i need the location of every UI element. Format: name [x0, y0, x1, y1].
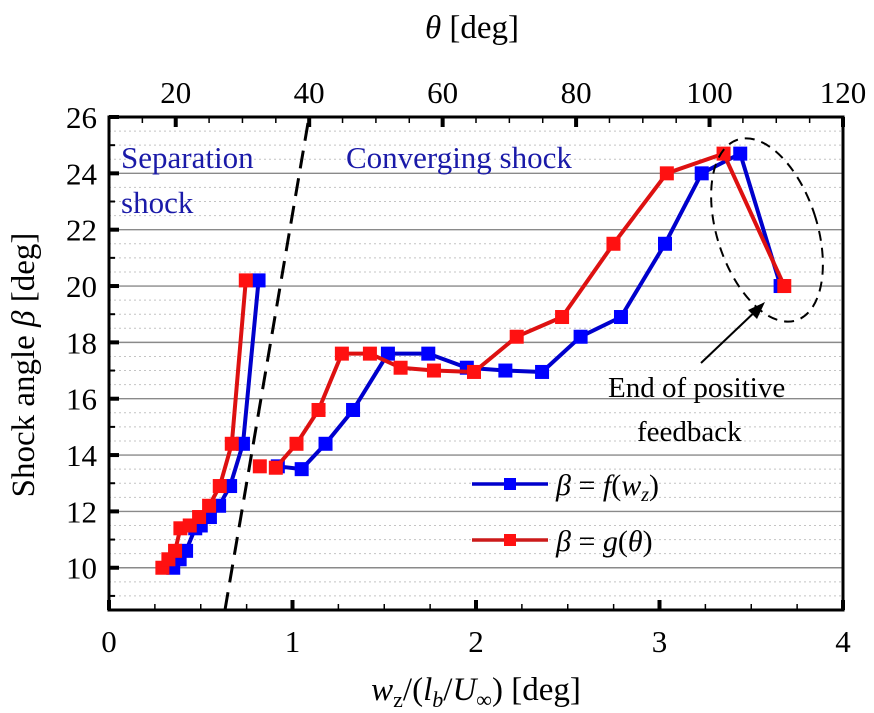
data-point: [498, 363, 513, 378]
data-point: [466, 364, 481, 379]
data-point: [380, 346, 395, 361]
y-tick-label: 14: [66, 438, 98, 473]
data-point: [659, 166, 674, 181]
legend-label-f: β = f(wz): [555, 469, 659, 506]
x2-tick-label: 120: [820, 75, 867, 110]
legend-item-g: β = g(θ): [472, 525, 653, 558]
annotation-end-of-positive: End of positive: [608, 372, 785, 404]
data-point: [168, 543, 183, 558]
legend: β = f(wz) β = g(θ): [472, 469, 659, 558]
x-tick-label: 3: [652, 624, 668, 659]
y-tick-label: 26: [66, 100, 97, 135]
data-point: [294, 462, 309, 477]
legend-marker-g: [504, 534, 516, 546]
y-axis-title: Shock angle β [deg]: [6, 233, 42, 498]
data-point: [202, 510, 217, 525]
series-layer: [155, 146, 792, 575]
data-point: [426, 363, 441, 378]
series-f: [166, 146, 788, 575]
data-point: [573, 329, 588, 344]
data-point: [777, 279, 792, 294]
data-point: [421, 346, 436, 361]
legend-label-g: β = g(θ): [555, 525, 653, 558]
data-point: [318, 436, 333, 451]
series-g: [155, 146, 792, 575]
arrow-head-icon: [748, 302, 765, 319]
data-point: [235, 436, 250, 451]
data-point: [393, 360, 408, 375]
annotation-feedback: feedback: [637, 416, 742, 448]
data-point: [535, 364, 550, 379]
data-point: [238, 273, 253, 288]
data-point: [658, 236, 673, 251]
data-point: [509, 329, 524, 344]
data-point: [733, 146, 748, 161]
plot-frame: [107, 115, 845, 612]
data-point: [212, 479, 227, 494]
highlight-ellipse: [710, 137, 824, 323]
data-point: [346, 402, 361, 417]
grid: [109, 130, 843, 597]
data-point: [179, 543, 194, 558]
y-tick-label: 24: [66, 156, 98, 191]
annotation-separation-shock: shock: [121, 185, 194, 220]
data-point: [192, 510, 207, 525]
data-point: [613, 310, 628, 325]
x2-tick-label: 100: [686, 75, 733, 110]
data-point: [202, 498, 217, 513]
data-point: [224, 436, 239, 451]
y-tick-label: 10: [66, 551, 97, 586]
data-point: [555, 310, 570, 325]
data-point: [694, 166, 709, 181]
y-tick-label: 16: [66, 382, 97, 417]
data-point: [252, 459, 267, 474]
x-axis-title: wz/(lb/U∞) [deg]: [371, 672, 581, 712]
top-axis-title-unit: [deg]: [441, 10, 519, 46]
data-point: [268, 460, 283, 475]
annotation-converging-shock: Converging shock: [346, 140, 572, 175]
x-tick-label: 4: [835, 624, 851, 659]
y-tick-label: 18: [66, 325, 97, 360]
y-tick-label: 12: [66, 494, 97, 529]
y-tick-label: 20: [66, 269, 97, 304]
y-tick-label: 22: [66, 213, 97, 248]
data-point: [289, 436, 304, 451]
data-point: [251, 273, 266, 288]
data-point: [362, 346, 377, 361]
legend-marker-f: [504, 478, 516, 490]
annotation-arrow: [700, 302, 765, 364]
data-point: [334, 346, 349, 361]
data-point: [311, 402, 326, 417]
series-line: [274, 151, 787, 470]
legend-item-f: β = f(wz): [472, 469, 659, 506]
plot-border: [107, 115, 845, 612]
x-tick-label: 0: [101, 624, 117, 659]
top-axis-title: θ [deg]: [425, 10, 519, 46]
x-tick-label: 1: [285, 624, 301, 659]
annotation-separation: Separation: [121, 140, 254, 175]
x2-tick-label: 40: [294, 75, 325, 110]
x2-tick-label: 60: [427, 75, 458, 110]
x2-tick-label: 80: [561, 75, 592, 110]
data-point: [606, 236, 621, 251]
x2-tick-label: 20: [160, 75, 191, 110]
x-tick-label: 2: [468, 624, 484, 659]
